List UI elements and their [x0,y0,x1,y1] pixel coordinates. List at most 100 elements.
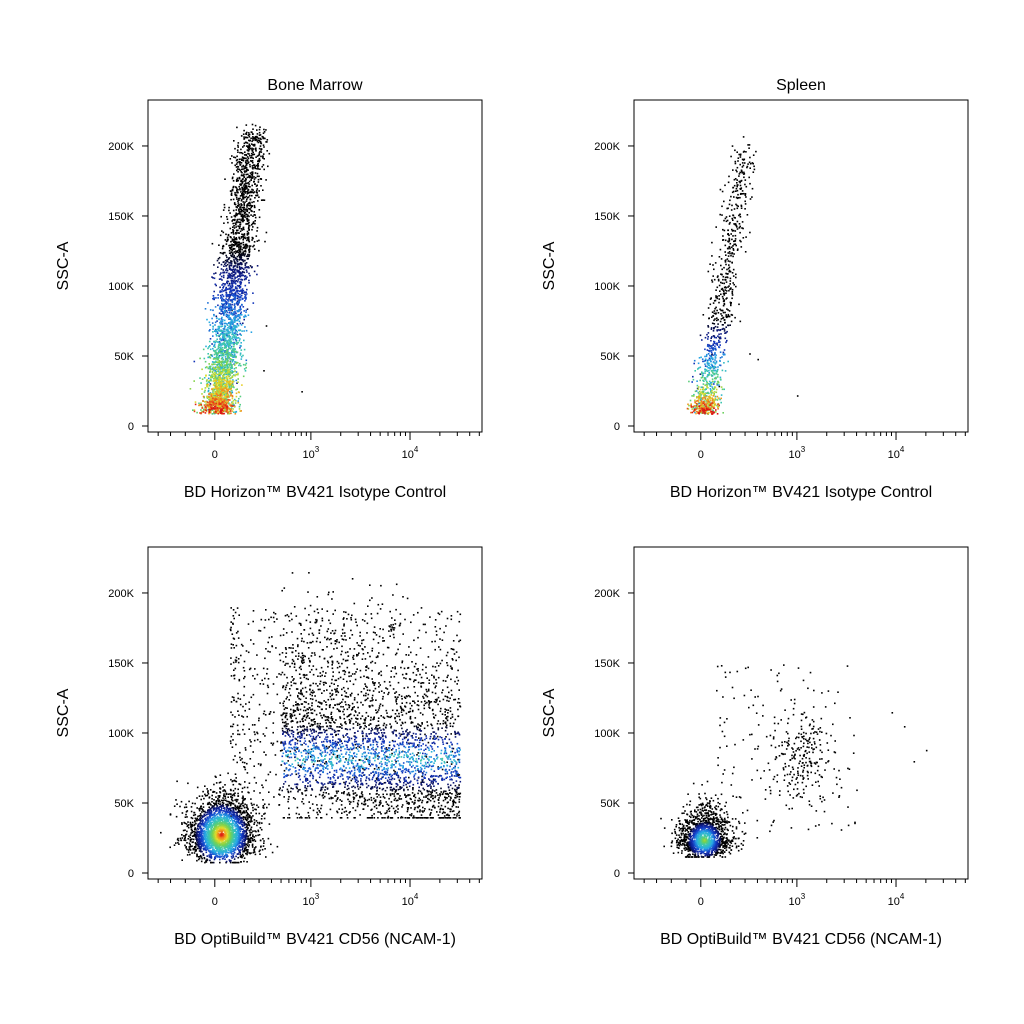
data-point [225,313,228,316]
data-point [748,176,750,179]
data-point [255,138,258,141]
data-point [701,412,703,414]
data-point [248,841,250,843]
data-point [745,185,748,188]
data-point [230,264,233,267]
data-point [228,304,230,306]
data-point [233,259,235,261]
data-point [187,824,190,826]
data-point [699,334,702,337]
data-point [241,384,243,386]
data-point [234,292,237,294]
data-point [184,837,186,840]
data-point [207,381,210,383]
data-point [200,860,203,863]
data-point [179,837,182,840]
data-point [691,381,693,383]
data-point [739,225,741,228]
data-point [233,140,235,142]
data-point [233,327,235,329]
data-point [713,367,716,369]
data-point [215,333,217,336]
data-point [213,296,215,299]
data-point [248,829,251,832]
data-point [747,163,749,165]
data-point [229,384,231,386]
data-point [214,397,216,400]
data-point [221,370,224,373]
data-point [231,285,234,288]
data-point [723,219,725,222]
data-point [251,228,253,231]
data-point [240,861,242,863]
data-point [228,268,231,271]
data-point [240,342,242,344]
data-point [192,835,195,837]
data-point [240,854,243,857]
data-point [243,185,245,187]
data-point [218,371,220,374]
data-point [702,379,704,382]
data-point [713,388,715,390]
data-point [715,313,717,315]
data-point [248,226,250,229]
data-point [731,292,734,295]
data-point [736,207,739,210]
data-point [738,214,740,217]
data-point [239,247,242,249]
data-point [227,371,229,373]
data-point [238,221,241,224]
data-point [734,178,737,180]
data-point [220,397,223,399]
data-point [241,254,243,256]
data-point [250,819,252,821]
data-point [226,323,228,325]
data-point [236,126,238,129]
y-tick-label: 0 [128,868,134,880]
data-point [246,149,249,151]
data-point [252,137,254,140]
data-point [236,342,239,344]
data-point [234,805,237,808]
data-point [212,373,215,375]
data-point [693,393,695,396]
data-point [226,365,229,368]
data-point [709,347,711,350]
data-point [262,805,265,807]
data-point [237,251,240,254]
data-point [258,128,261,131]
data-point [232,185,235,188]
data-point [224,408,226,410]
data-point [741,172,744,174]
data-point [237,341,240,344]
data-point [228,306,231,308]
data-point [726,207,728,210]
data-point [214,328,217,331]
data-point [208,340,211,343]
data-point [248,267,250,269]
data-point [214,775,217,778]
data-point [191,841,194,844]
data-point [208,407,211,409]
data-point [229,299,232,301]
data-point [222,412,224,415]
data-point [739,156,742,158]
data-point [720,318,723,320]
data-point [251,843,254,846]
data-point [742,164,745,167]
data-point [703,380,705,382]
data-point [252,302,255,304]
data-point [224,322,227,325]
data-point [228,363,231,366]
data-point [241,182,244,184]
data-point [208,393,210,395]
data-point [248,255,250,258]
data-point [713,402,716,404]
data-point [244,326,246,328]
data-point [245,170,248,173]
data-point [233,281,235,284]
data-point [229,361,232,364]
data-point [186,842,188,844]
data-point [235,329,237,332]
data-point [260,149,262,151]
